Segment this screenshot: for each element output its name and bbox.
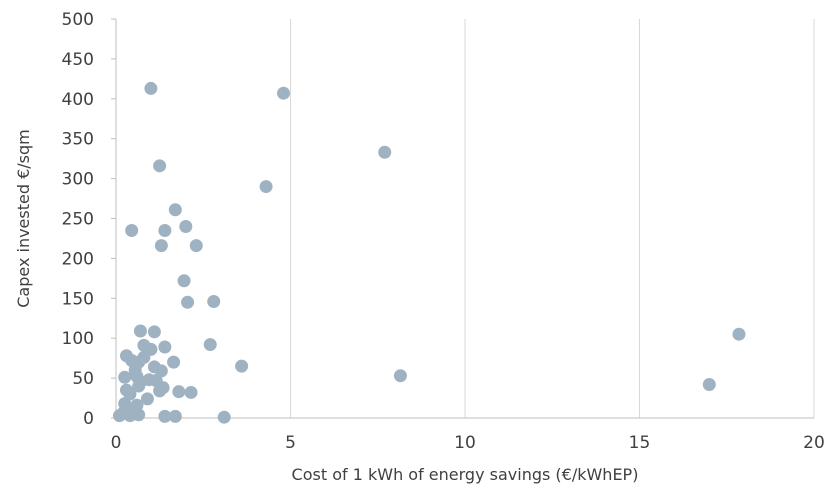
data-point bbox=[277, 86, 291, 100]
x-tick-label: 5 bbox=[285, 433, 296, 453]
data-point bbox=[235, 359, 249, 373]
data-point bbox=[153, 384, 167, 398]
data-point bbox=[168, 203, 182, 217]
data-point bbox=[112, 409, 126, 423]
x-axis-title: Cost of 1 kWh of energy savings (€/kWhEP… bbox=[292, 465, 639, 484]
y-tick-label: 0 bbox=[83, 409, 94, 429]
data-point bbox=[147, 325, 161, 339]
data-point bbox=[167, 355, 181, 369]
y-tick-label: 250 bbox=[62, 210, 94, 230]
x-tick-labels: 0 5 10 15 20 bbox=[111, 433, 825, 453]
data-point bbox=[132, 379, 146, 393]
data-point bbox=[168, 409, 182, 423]
data-point bbox=[132, 408, 146, 422]
y-tick-label: 100 bbox=[62, 329, 94, 349]
data-point bbox=[158, 340, 172, 354]
data-point bbox=[172, 385, 186, 399]
y-tick-label: 50 bbox=[72, 369, 94, 389]
data-point bbox=[125, 223, 139, 237]
x-tick-label: 15 bbox=[629, 433, 651, 453]
data-point bbox=[133, 324, 147, 338]
data-point bbox=[154, 364, 168, 378]
x-tick-label: 20 bbox=[803, 433, 825, 453]
data-point bbox=[203, 338, 217, 352]
data-point bbox=[393, 369, 407, 383]
y-tick-label: 200 bbox=[62, 249, 94, 269]
data-points bbox=[112, 81, 746, 424]
y-tick-label: 150 bbox=[62, 289, 94, 309]
y-axis-title: Capex invested €/sqm bbox=[14, 129, 33, 308]
data-point bbox=[158, 409, 172, 423]
data-point bbox=[177, 274, 191, 288]
data-point bbox=[154, 239, 168, 253]
data-point bbox=[123, 387, 137, 401]
y-tick-labels: 0 50 100 150 200 250 300 350 400 450 500 bbox=[62, 10, 94, 429]
y-tick-label: 400 bbox=[62, 90, 94, 110]
data-point bbox=[153, 159, 167, 173]
axes bbox=[111, 18, 814, 419]
data-point bbox=[184, 385, 198, 399]
x-tick-label: 10 bbox=[454, 433, 476, 453]
data-point bbox=[189, 239, 203, 253]
data-point bbox=[378, 145, 392, 159]
y-tick-label: 450 bbox=[62, 50, 94, 70]
data-point bbox=[118, 370, 132, 384]
data-point bbox=[207, 294, 221, 308]
data-point bbox=[732, 327, 746, 341]
data-point bbox=[217, 410, 231, 424]
data-point bbox=[259, 180, 273, 194]
data-point bbox=[140, 392, 154, 406]
data-point bbox=[181, 295, 195, 309]
data-point bbox=[179, 219, 193, 233]
data-point bbox=[144, 81, 158, 95]
grid-lines bbox=[290, 19, 815, 418]
data-point bbox=[702, 377, 716, 391]
y-tick-label: 350 bbox=[62, 130, 94, 150]
y-tick-label: 300 bbox=[62, 170, 94, 190]
x-tick-label: 0 bbox=[111, 433, 122, 453]
data-point bbox=[158, 223, 172, 237]
y-tick-label: 500 bbox=[62, 10, 94, 30]
